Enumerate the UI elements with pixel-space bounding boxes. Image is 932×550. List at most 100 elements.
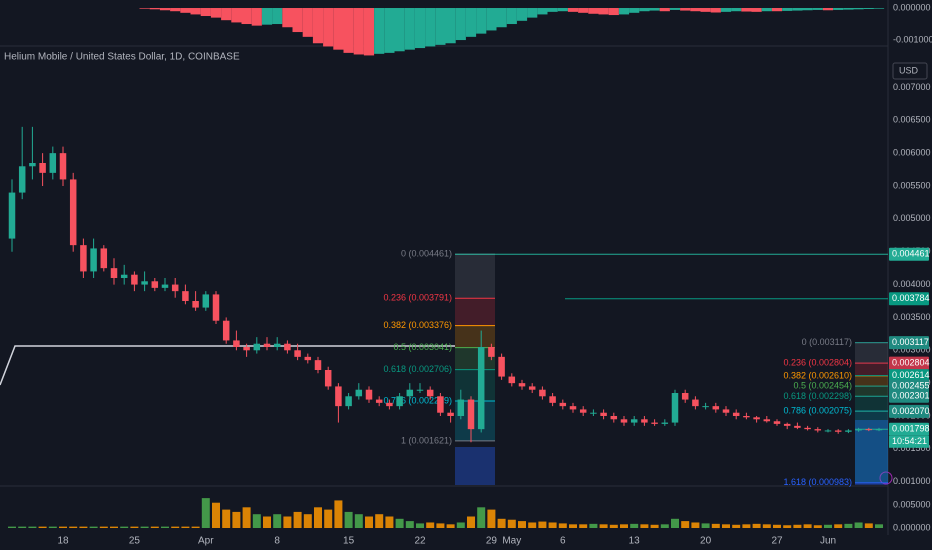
candle-body — [233, 340, 240, 347]
x-tick-label: Apr — [198, 536, 214, 547]
candle-body — [202, 294, 210, 308]
fib-zone — [455, 254, 495, 299]
x-tick-label: 20 — [700, 536, 712, 547]
osc-bar — [312, 8, 324, 44]
osc-bar — [598, 8, 609, 15]
volume-bar — [844, 523, 853, 528]
osc-bar — [812, 8, 823, 10]
volume-bar — [569, 524, 577, 528]
price-label: 0.002614 — [892, 370, 930, 380]
candle-body — [39, 163, 46, 173]
volume-bar — [365, 516, 373, 528]
candle-body — [457, 399, 465, 416]
candle-body — [243, 347, 250, 351]
volume-bar — [130, 526, 139, 528]
volume-bar — [487, 509, 496, 528]
osc-bar — [618, 8, 630, 15]
price-label-box — [889, 247, 929, 261]
volume-bar — [436, 523, 445, 528]
volume-bar — [558, 523, 567, 528]
volume-bar — [171, 526, 180, 528]
candle-body — [355, 389, 363, 397]
fib-label: 0 (0.004461) — [401, 249, 452, 259]
candle-body — [651, 422, 658, 424]
osc-bar — [465, 8, 477, 37]
candle-body — [263, 343, 271, 347]
x-tick-label: 22 — [414, 536, 426, 547]
price-label-box — [889, 336, 929, 350]
volume-bar — [528, 522, 537, 528]
y-tick-label: 0.004000 — [893, 279, 931, 289]
candle-body — [386, 402, 393, 407]
osc-bar — [863, 8, 874, 9]
osc-bar — [261, 8, 273, 25]
osc-bar — [190, 8, 201, 15]
volume-bar — [620, 524, 628, 528]
osc-bar — [180, 8, 191, 13]
volume-bar — [467, 516, 475, 528]
candle-body — [131, 274, 138, 285]
currency-label: USD — [899, 65, 919, 75]
y-tick-label: 0.006000 — [893, 148, 931, 158]
candle-body — [702, 406, 709, 408]
candle-body — [365, 389, 373, 400]
volume-bar — [161, 526, 169, 528]
osc-bar — [384, 8, 395, 53]
osc-bar — [537, 8, 548, 15]
volume-bar — [263, 516, 271, 528]
x-tick-label: 27 — [771, 536, 783, 547]
volume-bar — [242, 507, 251, 528]
volume-bar — [548, 522, 557, 528]
price-label-box — [889, 369, 929, 383]
price-label: 0.002804 — [892, 358, 930, 368]
alert-icon[interactable] — [879, 471, 893, 485]
y-tick-label: 0.005500 — [893, 180, 931, 190]
osc-bar — [527, 8, 538, 18]
price-label-box — [889, 422, 929, 436]
osc-bar — [170, 8, 181, 12]
candle-body — [80, 245, 87, 272]
candle-body — [375, 399, 383, 403]
osc-bar — [669, 8, 681, 10]
candle-body — [141, 281, 148, 285]
volume-bar — [79, 526, 88, 528]
osc-bar — [649, 8, 660, 11]
candle-body — [49, 153, 57, 173]
price-label-box — [889, 356, 929, 370]
candle-body — [804, 427, 811, 430]
candle-body — [59, 153, 67, 180]
candle-body — [467, 399, 475, 430]
osc-bar — [435, 8, 446, 45]
chart-title: Helium Mobile / United States Dollar, 1D… — [4, 52, 240, 63]
candle-body — [559, 402, 567, 407]
fib-label: 0.382 (0.003376) — [383, 320, 452, 330]
osc-bar — [251, 8, 262, 26]
candle-body — [590, 412, 597, 414]
candle-body — [661, 422, 669, 424]
fib-zone — [855, 386, 888, 397]
candle-body — [518, 383, 526, 387]
osc-bar — [567, 8, 579, 12]
volume-bar — [773, 524, 781, 528]
x-tick-label: 29 — [486, 536, 498, 547]
osc-bar — [404, 8, 415, 50]
candle-body — [171, 284, 179, 292]
candle-body — [222, 320, 230, 341]
osc-bar — [445, 8, 456, 44]
candle-body — [620, 419, 628, 423]
candle-body — [90, 248, 97, 272]
candle-body — [763, 419, 771, 422]
volume-bar — [252, 514, 261, 528]
volume-bar — [446, 524, 455, 528]
candle-body — [304, 356, 312, 361]
volume-bar — [8, 526, 16, 528]
volume-bar — [191, 526, 200, 528]
candle-body — [753, 417, 760, 420]
volume-bar — [59, 526, 67, 528]
x-tick-label: 13 — [629, 536, 641, 547]
volume-bar — [273, 514, 282, 528]
volume-bar — [314, 507, 322, 528]
volume-bar — [813, 525, 822, 528]
candle-body — [569, 406, 577, 410]
